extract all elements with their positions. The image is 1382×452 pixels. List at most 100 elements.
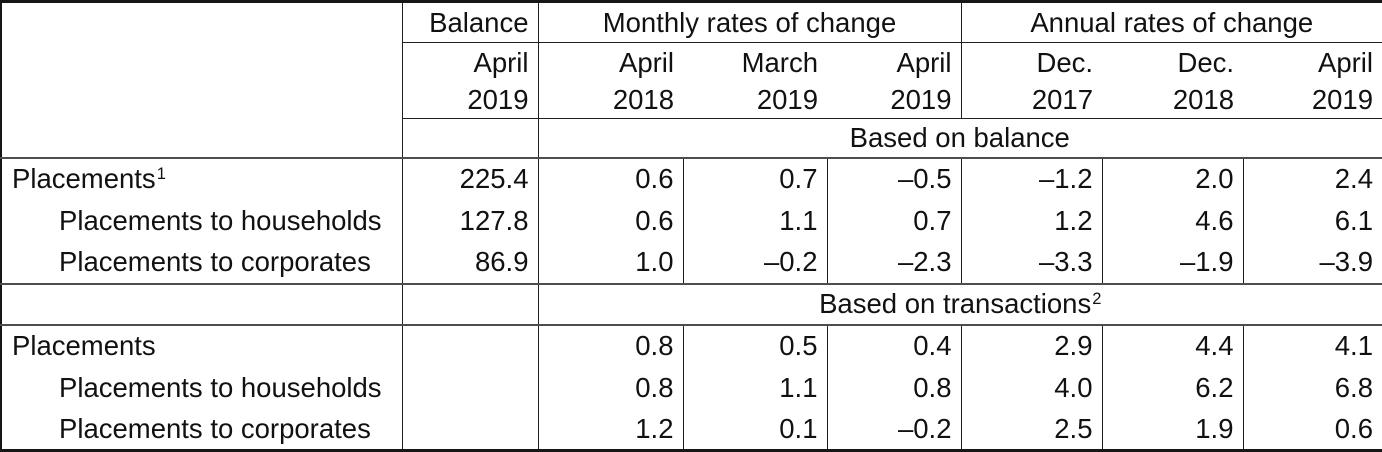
corner-blank-cell [1,2,402,43]
subheader-year: 2019 [890,83,952,115]
value-cell: –1.9 [1101,241,1243,285]
subheader-period: April [896,46,952,78]
section-header-row-balance: Based on balance [1,118,1382,159]
balance-cell [401,324,538,367]
subheader-april-2019: April 2019 [827,42,961,119]
value-cell: –3.9 [1242,241,1382,285]
subheader-april-2018: April 2018 [537,42,683,119]
subheader-year: 2018 [612,83,674,115]
value-cell: 0.8 [826,366,961,409]
subheader-period: March [741,46,818,78]
value-cell: 0.6 [1242,408,1382,451]
value-cell: 4.6 [1101,199,1243,242]
balance-cell [401,366,538,409]
subheader-period: Dec. [1036,46,1093,78]
value-cell: 1.2 [960,199,1102,242]
value-cell: 4.4 [1101,324,1243,367]
value-cell: 1.0 [537,241,683,285]
value-cell: 0.1 [682,408,827,451]
label-column-blank-cell [1,283,402,326]
balance-cell [401,408,538,451]
value-cell: 0.7 [826,199,961,242]
value-cell: 4.1 [1242,324,1382,367]
row-label: Placements to households [1,200,402,242]
label-column-blank-cell [1,43,402,119]
row-label: Placements [1,325,402,367]
footnote-marker: 2 [1092,289,1102,308]
row-label-text: Placements to corporates [59,412,371,444]
row-label-text: Placements to corporates [59,246,371,277]
subheader-period: April [473,46,529,78]
subheader-dec-2018: Dec. 2018 [1102,42,1243,119]
value-cell: 1.1 [682,366,827,409]
section-header-text: Based on balance [849,121,1070,153]
subheader-year: 2019 [756,83,818,115]
value-cell: 0.8 [537,324,683,367]
subheader-dec-2017: Dec. 2017 [960,42,1102,119]
column-header-balance: Balance [401,1,538,43]
value-cell: –0.2 [682,241,827,285]
value-cell: 0.4 [826,324,961,367]
footnote-marker: 1 [156,164,166,183]
value-cell: 2.9 [960,324,1102,367]
balance-cell: 225.4 [401,157,538,200]
value-cell: 6.1 [1242,199,1382,242]
row-label-text: Placements [12,330,156,361]
column-group-monthly: Monthly rates of change [537,1,961,43]
value-cell: 1.1 [682,199,827,242]
column-group-header-row: Balance Monthly rates of change Annual r… [1,1,1382,43]
balance-cell: 86.9 [401,241,538,285]
value-cell: 0.6 [537,157,683,200]
section-header-based-on-balance: Based on balance [537,118,1382,159]
value-cell: –0.2 [826,408,961,451]
balance-column-blank-cell [401,283,538,326]
table-row-households-balance: Placements to households 127.8 0.6 1.1 0… [1,199,1382,242]
value-cell: 1.2 [537,408,683,451]
value-cell: 6.8 [1242,366,1382,409]
subheader-period: April [618,46,674,78]
label-column-blank-cell [1,118,402,159]
row-label: Placements to corporates [1,409,402,451]
row-label-text: Placements to households [59,371,382,403]
value-cell: 0.6 [537,199,683,242]
row-label: Placements to households [1,367,402,409]
subheader-march-2019: March 2019 [683,42,827,119]
value-cell: –0.5 [826,157,961,200]
balance-column-blank-cell [401,118,538,159]
value-cell: 0.5 [682,324,827,367]
value-cell: –2.3 [826,241,961,285]
row-label: Placements1 [1,158,402,200]
section-header-based-on-transactions: Based on transactions2 [537,283,1382,326]
table-row-households-transactions: Placements to households 0.8 1.1 0.8 4.0… [1,366,1382,409]
value-cell: –1.2 [960,157,1102,200]
table-row-corporates-balance: Placements to corporates 86.9 1.0 –0.2 –… [1,241,1382,285]
table-row-corporates-transactions: Placements to corporates 1.2 0.1 –0.2 2.… [1,408,1382,451]
subheader-period: April [1317,46,1373,78]
section-header-text: Based on transactions [819,288,1092,319]
value-cell: 6.2 [1101,366,1243,409]
value-cell: 0.7 [682,157,827,200]
period-subheader-row: April 2019 April 2018 March 2019 April 2… [1,42,1382,119]
subheader-year: 2019 [1311,83,1373,115]
value-cell: 0.8 [537,366,683,409]
table-row-placements-balance: Placements1 225.4 0.6 0.7 –0.5 –1.2 2.0 … [1,157,1382,200]
subheader-year: 2017 [1031,83,1093,115]
value-cell: 2.0 [1101,157,1243,200]
value-cell: –3.3 [960,241,1102,285]
subheader-year: 2019 [467,83,529,115]
value-cell: 4.0 [960,366,1102,409]
table-row-placements-transactions: Placements 0.8 0.5 0.4 2.9 4.4 4.1 [1,324,1382,367]
balance-cell: 127.8 [401,199,538,242]
row-label-text: Placements to households [59,204,382,236]
value-cell: 2.4 [1242,157,1382,200]
subheader-year: 2018 [1172,83,1234,115]
subheader-april-2019-annual: April 2019 [1243,42,1382,119]
value-cell: 2.5 [960,408,1102,451]
value-cell: 1.9 [1101,408,1243,451]
subheader-balance-april-2019: April 2019 [401,42,538,119]
row-label: Placements to corporates [1,241,402,285]
column-group-annual: Annual rates of change [960,1,1382,43]
row-label-text: Placements [12,163,156,194]
